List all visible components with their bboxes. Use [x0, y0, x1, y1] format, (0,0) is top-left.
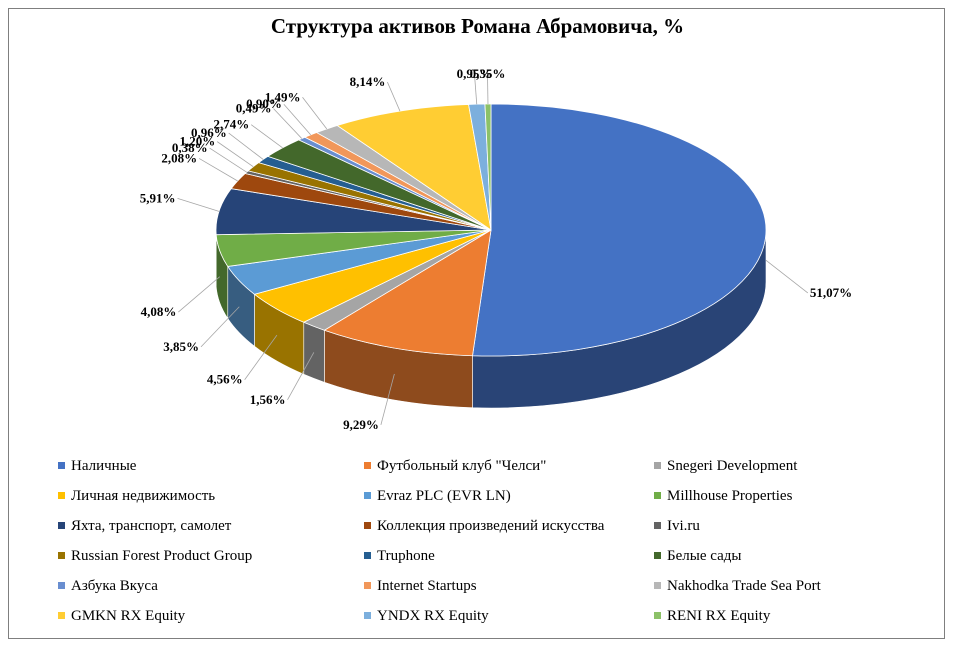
- data-label-6: 4,08%: [141, 304, 177, 319]
- legend-swatch-2: [364, 462, 371, 470]
- pie-side-3: [303, 321, 325, 383]
- legend-swatch-17: [364, 612, 371, 620]
- leader-line-12: [250, 124, 283, 149]
- leader-line-14: [283, 103, 312, 136]
- legend-label-5: Evraz PLC (EVR LN): [377, 488, 511, 504]
- legend-swatch-15: [654, 582, 661, 590]
- data-label-15: 1,49%: [265, 89, 301, 104]
- legend-item-14[interactable]: Internet Startups: [364, 576, 477, 596]
- legend-item-7[interactable]: Яхта, транспорт, самолет: [58, 516, 231, 536]
- data-label-16: 8,14%: [350, 74, 386, 89]
- pie-slice-2[interactable]: [323, 229, 492, 357]
- legend-swatch-11: [364, 552, 371, 560]
- data-label-13: 0,49%: [236, 101, 272, 116]
- legend-item-16[interactable]: GMKN RX Equity: [58, 606, 185, 626]
- data-label-14: 0,90%: [246, 96, 282, 111]
- leader-line-10: [216, 141, 254, 168]
- legend-item-8[interactable]: Коллекция произведений искусства: [364, 516, 604, 536]
- leader-line-7: [177, 197, 220, 212]
- legend-item-18[interactable]: RENI RX Equity: [654, 606, 770, 626]
- legend-label-16: GMKN RX Equity: [71, 608, 186, 624]
- legend-label-18: RENI RX Equity: [667, 608, 771, 624]
- legend-label-6: Millhouse Properties: [667, 488, 793, 504]
- legend-label-7: Яхта, транспорт, самолет: [71, 518, 232, 534]
- data-label-8: 2,08%: [161, 150, 197, 165]
- leader-line-5: [200, 306, 240, 348]
- legend-swatch-8: [364, 522, 371, 530]
- leader-lines: [177, 73, 809, 425]
- legend-swatch-7: [58, 522, 65, 530]
- legend-label-4: Личная недвижимость: [71, 488, 216, 504]
- legend-label-17: YNDX RX Equity: [377, 608, 489, 624]
- data-label-17: 0,95%: [457, 66, 493, 81]
- data-label-1: 51,07%: [810, 285, 852, 300]
- legend-label-15: Nakhodka Trade Sea Port: [667, 578, 821, 594]
- data-label-9: 0,38%: [172, 140, 208, 155]
- legend-item-12[interactable]: Белые сады: [654, 546, 741, 566]
- leader-line-1: [765, 259, 809, 294]
- data-label-7: 5,91%: [140, 190, 176, 205]
- leader-line-16: [387, 81, 401, 112]
- legend-item-4[interactable]: Личная недвижимость: [58, 486, 215, 506]
- legend-swatch-16: [58, 612, 65, 620]
- legend-swatch-14: [364, 582, 371, 590]
- legend-item-3[interactable]: Snegeri Development: [654, 456, 797, 476]
- leader-line-9: [209, 147, 247, 173]
- data-label-11: 0,96%: [191, 125, 227, 140]
- data-label-12: 2,74%: [213, 117, 249, 132]
- data-label-2: 9,29%: [343, 417, 379, 432]
- legend-swatch-1: [58, 462, 65, 470]
- legend-swatch-4: [58, 492, 65, 500]
- leader-line-6: [178, 276, 221, 313]
- legend-swatch-9: [654, 522, 661, 530]
- pie-slices: [215, 103, 767, 357]
- legend-label-10: Russian Forest Product Group: [71, 548, 253, 564]
- legend-label-11: Truphone: [377, 548, 435, 564]
- legend-label-12: Белые сады: [667, 548, 742, 564]
- leader-line-8: [198, 158, 238, 182]
- legend-item-6[interactable]: Millhouse Properties: [654, 486, 792, 506]
- legend-swatch-6: [654, 492, 661, 500]
- legend-item-1[interactable]: Наличные: [58, 456, 136, 476]
- legend-label-14: Internet Startups: [377, 578, 477, 594]
- legend-item-2[interactable]: Футбольный клуб "Челси": [364, 456, 546, 476]
- legend-label-8: Коллекция произведений искусства: [377, 518, 605, 534]
- legend-item-9[interactable]: Ivi.ru: [654, 516, 700, 536]
- pie-chart: 51,07% 9,29% 1,56% 4,56% 3,85% 4,08% 5,91% 2,08…: [140, 66, 852, 432]
- legend-label-13: Азбука Вкуса: [71, 578, 158, 594]
- legend-swatch-3: [654, 462, 661, 470]
- data-label-3: 1,56%: [250, 392, 286, 407]
- legend-swatch-5: [364, 492, 371, 500]
- legend-swatch-13: [58, 582, 65, 590]
- legend-swatch-12: [654, 552, 661, 560]
- legend-swatch-10: [58, 552, 65, 560]
- leader-line-15: [302, 97, 328, 130]
- data-label-5: 3,85%: [163, 339, 199, 354]
- legend-item-15[interactable]: Nakhodka Trade Sea Port: [654, 576, 821, 596]
- legend-item-10[interactable]: Russian Forest Product Group: [58, 546, 252, 566]
- pie-slice-16[interactable]: [336, 104, 492, 231]
- data-label-4: 4,56%: [207, 372, 243, 387]
- legend-item-17[interactable]: YNDX RX Equity: [364, 606, 489, 626]
- leader-line-17: [474, 73, 478, 105]
- leader-line-11: [228, 132, 264, 160]
- leader-line-3: [287, 352, 315, 400]
- leader-line-4: [244, 334, 278, 380]
- legend-label-3: Snegeri Development: [667, 458, 798, 474]
- legend-label-9: Ivi.ru: [667, 518, 700, 534]
- legend-item-5[interactable]: Evraz PLC (EVR LN): [364, 486, 511, 506]
- data-label-10: 1,20%: [179, 134, 215, 149]
- chart-title: Структура активов Романа Абрамовича, %: [270, 14, 685, 38]
- legend-swatch-18: [654, 612, 661, 620]
- data-label-18: 0,35%: [470, 66, 506, 81]
- legend-item-11[interactable]: Truphone: [364, 546, 435, 566]
- leader-line-2: [380, 373, 395, 425]
- pie-slice-1[interactable]: [472, 103, 767, 357]
- legend-item-13[interactable]: Азбука Вкуса: [58, 576, 158, 596]
- legend-label-1: Наличные: [71, 458, 137, 474]
- legend-label-2: Футбольный клуб "Челси": [377, 458, 547, 474]
- leader-line-13: [273, 108, 303, 139]
- data-labels: 51,07% 9,29% 1,56% 4,56% 3,85% 4,08% 5,91% 2,08…: [140, 66, 852, 432]
